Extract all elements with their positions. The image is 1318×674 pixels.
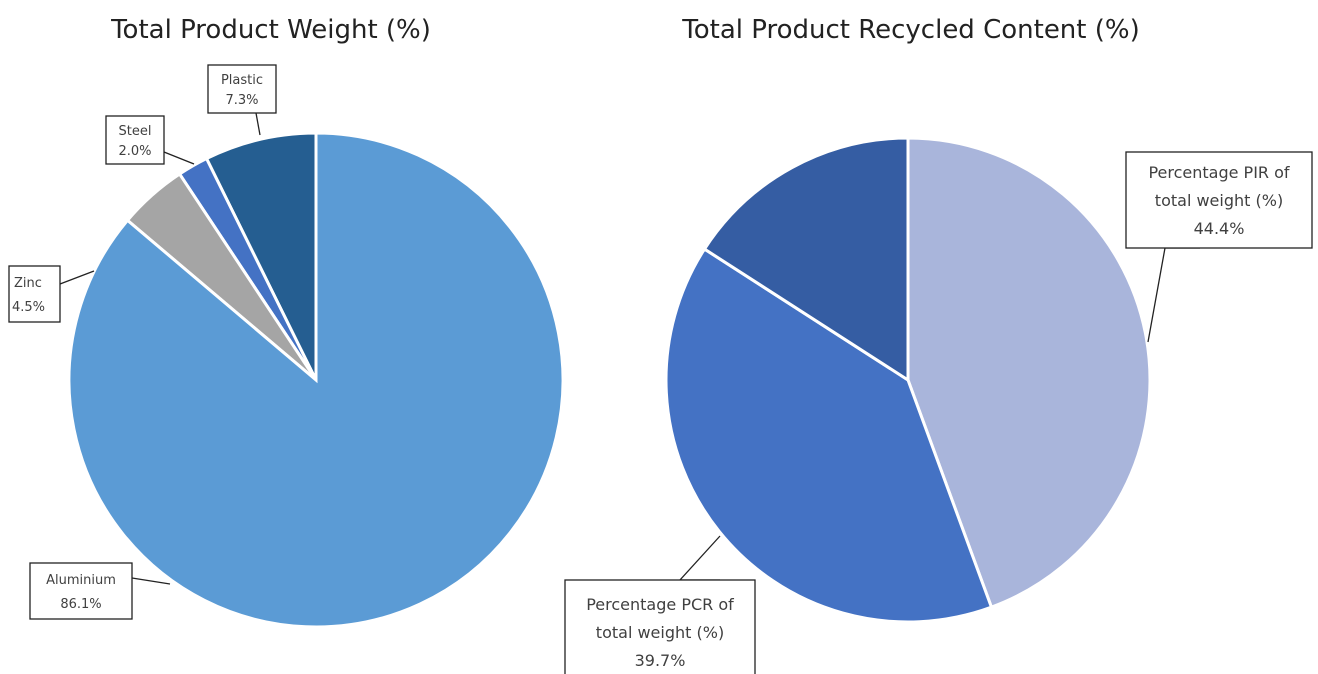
weight-pie bbox=[67, 131, 565, 629]
weight-chart-title: Total Product Weight (%) bbox=[110, 15, 431, 45]
label-steel-name: Steel bbox=[119, 124, 152, 139]
callout-box bbox=[29, 562, 133, 620]
leader-line bbox=[678, 535, 721, 581]
label-zinc-name: Zinc bbox=[14, 276, 42, 291]
recycled-chart-title: Total Product Recycled Content (%) bbox=[681, 15, 1140, 45]
callout-zinc: Zinc 4.5% bbox=[8, 265, 95, 323]
label-pcr-line2: total weight (%) bbox=[596, 623, 724, 642]
label-pir-value: 44.4% bbox=[1194, 219, 1245, 238]
recycled-pie bbox=[664, 136, 1152, 624]
callout-box bbox=[1125, 151, 1313, 249]
callout-aluminium: Aluminium 86.1% bbox=[29, 562, 171, 620]
label-pcr-line1: Percentage PCR of bbox=[586, 595, 734, 614]
callout-pir: Percentage PIR of total weight (%) 44.4% bbox=[1125, 151, 1313, 343]
weight-slice-aluminium bbox=[67, 131, 565, 629]
label-steel-value: 2.0% bbox=[118, 144, 151, 159]
callout-plastic: Plastic 7.3% bbox=[207, 64, 277, 136]
callout-pcr: Percentage PCR of total weight (%) 39.7% bbox=[564, 535, 756, 674]
recycled-slice-other bbox=[702, 136, 910, 383]
label-pcr-value: 39.7% bbox=[635, 651, 686, 670]
callout-box bbox=[8, 265, 61, 323]
leader-line bbox=[255, 112, 261, 136]
leader-line bbox=[59, 270, 95, 285]
leader-line bbox=[1147, 247, 1200, 343]
recycled-slice-percentage-pcr-of-total-weight bbox=[664, 246, 994, 624]
label-plastic-value: 7.3% bbox=[225, 93, 258, 108]
callout-box bbox=[207, 64, 277, 114]
callout-box bbox=[105, 115, 165, 165]
label-pir-line1: Percentage PIR of bbox=[1148, 163, 1289, 182]
weight-slice-plastic bbox=[204, 131, 318, 381]
label-pir-line2: total weight (%) bbox=[1155, 191, 1283, 210]
leader-line bbox=[131, 577, 171, 585]
label-zinc-value: 4.5% bbox=[12, 300, 45, 315]
callout-steel: Steel 2.0% bbox=[105, 115, 195, 165]
label-plastic-name: Plastic bbox=[221, 73, 263, 88]
label-aluminium-value: 86.1% bbox=[60, 597, 101, 612]
leader-line bbox=[163, 151, 195, 165]
callout-box bbox=[564, 579, 756, 674]
label-aluminium-name: Aluminium bbox=[46, 573, 116, 588]
recycled-slice-percentage-pir-of-total-weight bbox=[906, 136, 1152, 610]
